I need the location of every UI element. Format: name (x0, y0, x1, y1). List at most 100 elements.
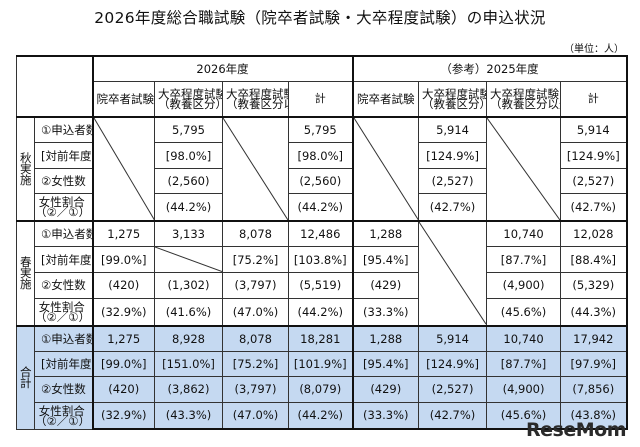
header-total-2025: 計 (560, 81, 628, 118)
cell-spring-applicants: 8,078 (222, 220, 289, 248)
cell-autumn-applicants: 5,914 (418, 116, 488, 144)
cell-total-yoy: [101.9%] (287, 350, 354, 378)
cell-autumn-ratio: (44.2%) (287, 193, 354, 222)
cell-total-yoy: [99.0%] (91, 350, 155, 378)
cell-total-yoy: [151.0%] (154, 350, 223, 378)
cell-total-ratio: (44.2%) (287, 401, 354, 430)
section-label-autumn: 秋実施 (16, 116, 35, 222)
corner-cell (16, 54, 93, 118)
cell-total-women: (2,527) (418, 376, 488, 403)
header-2025: （参考）2025年度 (351, 55, 628, 83)
cell-autumn-ratio: (44.2%) (154, 193, 223, 222)
cell-spring-ratio: (45.6%) (486, 297, 562, 327)
cell-spring-ratio: (44.2%) (287, 297, 354, 327)
resemom-logo: ReseMom (526, 419, 626, 441)
diagonal-cell (222, 116, 289, 222)
cell-total-applicants: 10,740 (486, 324, 562, 352)
page-title: 2026年度総合職試験（院卒者試験・大卒程度試験）の申込状況 (94, 9, 546, 27)
diagonal-cell (91, 116, 155, 222)
cell-autumn-yoy: [124.9%] (560, 142, 628, 169)
cell-autumn-applicants: 5,914 (560, 116, 628, 144)
cell-total-yoy: [87.7%] (486, 350, 562, 378)
cell-spring-yoy: [99.0%] (91, 246, 155, 273)
cell-total-women: (420) (91, 376, 155, 403)
cell-autumn-women: (2,560) (287, 167, 354, 195)
cell-spring-applicants: 3,133 (154, 220, 223, 248)
cell-total-yoy: [124.9%] (418, 350, 488, 378)
cell-total-applicants: 8,078 (222, 324, 289, 352)
header-univ-general-2026: 大卒程度試験 （教養区分） (154, 81, 223, 118)
cell-spring-yoy: [87.7%] (486, 246, 562, 273)
row-label-ratio: 女性割合 （②／①） (34, 193, 93, 222)
row-label-yoy: [対前年度比] (34, 246, 93, 273)
header-graduate-2025: 院卒者試験 (351, 81, 420, 118)
cell-total-ratio: (33.3%) (351, 401, 420, 430)
cell-autumn-women: (2,560) (154, 167, 223, 195)
diagonal-cell (154, 246, 223, 273)
cell-spring-applicants: 12,028 (560, 220, 628, 248)
cell-spring-ratio: (32.9%) (91, 297, 155, 327)
cell-total-applicants: 8,928 (154, 324, 223, 352)
diagonal-cell (351, 116, 420, 222)
cell-autumn-women: (2,527) (418, 167, 488, 195)
cell-total-ratio: (47.0%) (222, 401, 289, 430)
cell-total-applicants: 5,914 (418, 324, 488, 352)
cell-spring-ratio: (33.3%) (351, 297, 420, 327)
cell-spring-yoy: [95.4%] (351, 246, 420, 273)
cell-autumn-yoy: [98.0%] (287, 142, 354, 169)
cell-total-yoy: [97.9%] (560, 350, 628, 378)
row-label-women: ②女性数 (34, 167, 93, 195)
cell-autumn-women: (2,527) (560, 167, 628, 195)
cell-total-ratio: (43.8%) (560, 401, 628, 430)
cell-total-women: (7,856) (560, 376, 628, 403)
cell-spring-women: (3,797) (222, 272, 289, 299)
header-total-2026: 計 (287, 81, 354, 118)
cell-autumn-yoy: [124.9%] (418, 142, 488, 169)
cell-spring-yoy: [75.2%] (222, 246, 289, 273)
header-univ-general-2025: 大卒程度試験 （教養区分） (418, 81, 488, 118)
unit-label: （単位：人） (564, 44, 624, 55)
cell-total-women: (3,862) (154, 376, 223, 403)
cell-total-ratio: (45.6%) (486, 401, 562, 430)
cell-total-women: (429) (351, 376, 420, 403)
cell-spring-women: (5,329) (560, 272, 628, 299)
row-label-applicants: ①申込者数 (34, 324, 93, 352)
row-label-applicants: ①申込者数 (34, 116, 93, 144)
row-label-ratio: 女性割合 （②／①） (34, 297, 93, 327)
row-label-yoy: [対前年度比] (34, 350, 93, 378)
diagonal-cell (486, 116, 562, 222)
cell-spring-women: (429) (351, 272, 420, 299)
cell-spring-women: (1,302) (154, 272, 223, 299)
cell-spring-applicants: 1,288 (351, 220, 420, 248)
cell-total-ratio: (43.3%) (154, 401, 223, 430)
cell-spring-ratio: (47.0%) (222, 297, 289, 327)
cell-total-applicants: 17,942 (560, 324, 628, 352)
row-label-women: ②女性数 (34, 272, 93, 299)
section-label-total: 合計 (16, 324, 35, 430)
applications-table: 2026年度 （参考）2025年度 院卒者試験 大卒程度試験 （教養区分） 大卒程… (16, 54, 628, 430)
diagonal-cell (418, 220, 488, 327)
row-label-yoy: [対前年度比] (34, 142, 93, 169)
cell-spring-ratio: (44.3%) (560, 297, 628, 327)
cell-autumn-ratio: (42.7%) (560, 193, 628, 222)
cell-total-women: (8,079) (287, 376, 354, 403)
cell-autumn-ratio: (42.7%) (418, 193, 488, 222)
row-label-ratio: 女性割合 （②／①） (34, 401, 93, 430)
cell-total-ratio: (42.7%) (418, 401, 488, 430)
cell-spring-applicants: 12,486 (287, 220, 354, 248)
cell-autumn-yoy: [98.0%] (154, 142, 223, 169)
row-label-applicants: ①申込者数 (34, 220, 93, 248)
row-label-women: ②女性数 (34, 376, 93, 403)
cell-total-applicants: 18,281 (287, 324, 354, 352)
cell-spring-women: (4,900) (486, 272, 562, 299)
cell-spring-applicants: 1,275 (91, 220, 155, 248)
cell-spring-women: (420) (91, 272, 155, 299)
header-2026: 2026年度 (91, 55, 354, 83)
cell-total-applicants: 1,288 (351, 324, 420, 352)
cell-spring-ratio: (41.6%) (154, 297, 223, 327)
cell-total-applicants: 1,275 (91, 324, 155, 352)
header-univ-other-2025: 大卒程度試験（教養区分以外） (486, 81, 562, 118)
cell-autumn-applicants: 5,795 (154, 116, 223, 144)
header-graduate-2026: 院卒者試験 (91, 81, 155, 118)
cell-spring-women: (5,519) (287, 272, 354, 299)
